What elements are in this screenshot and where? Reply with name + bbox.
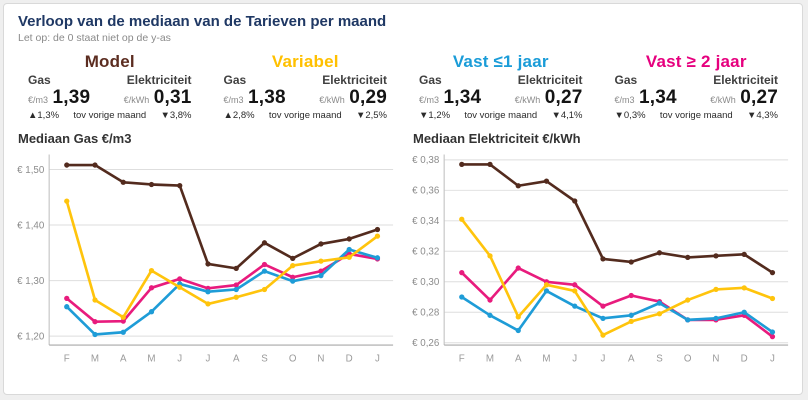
elektriciteit-value: 0,27 — [740, 87, 778, 108]
charts-row: Mediaan Gas €/m3 € 1,20 € 1,30 € 1,40 € 1,5… — [4, 121, 802, 375]
gas-unit: €/m3 — [419, 95, 440, 105]
change-caption: tov vorige maand — [464, 110, 538, 121]
gas-unit: €/m3 — [614, 95, 635, 105]
svg-text:F: F — [459, 354, 465, 365]
svg-text:M: M — [542, 354, 550, 365]
gas-unit: €/m3 — [28, 95, 49, 105]
svg-text:€ 0,38: € 0,38 — [412, 155, 439, 166]
svg-text:D: D — [346, 354, 353, 365]
elektriciteit-value: 0,29 — [349, 87, 387, 108]
gas-change-badge: ▼0,3% — [614, 110, 646, 121]
gas-value: 1,38 — [247, 87, 286, 108]
kpi-title: Vast ≤1 jaar — [452, 52, 549, 71]
svg-text:A: A — [120, 354, 127, 365]
elektriciteit-change-badge: ▼4,3% — [746, 110, 778, 121]
elektriciteit-unit: €/kWh — [319, 95, 345, 105]
elektriciteit-unit: €/kWh — [710, 95, 736, 105]
svg-text:J: J — [177, 354, 182, 365]
svg-text:M: M — [91, 354, 99, 365]
svg-text:€ 0,28: € 0,28 — [412, 308, 439, 319]
svg-text:O: O — [684, 354, 692, 365]
elektriciteit-unit: €/kWh — [514, 95, 541, 105]
change-caption: tov vorige maand — [73, 110, 147, 121]
gas-value: 1,39 — [52, 87, 91, 108]
kpi-title: Model — [84, 52, 135, 71]
elektriciteit-value: 0,31 — [153, 87, 192, 108]
change-caption: tov vorige maand — [659, 110, 733, 121]
svg-text:€ 1,50: € 1,50 — [17, 165, 45, 176]
page-title: Verloop van de mediaan van de Tarieven p… — [18, 13, 387, 30]
svg-text:€ 0,36: € 0,36 — [412, 186, 439, 197]
gas-label: Gas — [614, 73, 638, 87]
svg-text:A: A — [628, 354, 635, 365]
svg-text:€ 0,34: € 0,34 — [412, 216, 440, 227]
svg-text:S: S — [656, 354, 663, 365]
elektriciteit-value: 0,27 — [544, 87, 583, 108]
svg-text:D: D — [741, 354, 748, 365]
gas-line-chart[interactable]: € 1,20 € 1,30 € 1,40 € 1,50 F M A M J J A S O N D J — [14, 147, 397, 375]
svg-text:€ 0,30: € 0,30 — [412, 277, 440, 288]
gas-change-badge: ▲2,8% — [223, 110, 255, 121]
change-caption: tov vorige maand — [268, 110, 342, 121]
elektriciteit-chart-section: Mediaan Elektriciteit €/kWh € 0,26 € 0,28… — [403, 125, 798, 375]
svg-text:M: M — [486, 354, 494, 365]
kpi-card-vast-2-jaar: Vast ≥ 2 jaar Gas €/m3 1,34 Elektricitei… — [599, 52, 795, 121]
kpi-title: Vast ≥ 2 jaar — [645, 52, 747, 71]
elektriciteit-label: Elektriciteit — [126, 73, 192, 87]
gas-change-badge: ▼1,2% — [419, 110, 451, 121]
gas-chart-title: Mediaan Gas €/m3 — [18, 131, 132, 146]
page-subtitle: Let op: de 0 staat niet op de y-as — [18, 32, 171, 44]
svg-text:€ 0,32: € 0,32 — [412, 247, 439, 258]
svg-text:J: J — [206, 354, 211, 365]
elektriciteit-label: Elektriciteit — [517, 73, 583, 87]
kpi-card-model: Model Gas €/m3 1,39 Elektriciteit €/kWh … — [12, 52, 208, 121]
gas-value: 1,34 — [638, 87, 677, 108]
svg-text:N: N — [317, 354, 324, 365]
svg-text:J: J — [770, 354, 775, 365]
svg-text:J: J — [601, 354, 606, 365]
svg-text:€ 1,30: € 1,30 — [17, 276, 45, 287]
svg-text:N: N — [712, 354, 719, 365]
elektriciteit-chart-title: Mediaan Elektriciteit €/kWh — [413, 131, 581, 146]
gas-label: Gas — [223, 73, 247, 87]
svg-text:€ 0,26: € 0,26 — [412, 338, 439, 349]
header: Verloop van de mediaan van de Tarieven p… — [4, 4, 802, 44]
svg-text:S: S — [261, 354, 268, 365]
elektriciteit-change-badge: ▼4,1% — [551, 110, 583, 121]
kpi-title: Variabel — [271, 52, 339, 71]
elektriciteit-label: Elektriciteit — [713, 73, 778, 87]
gas-value: 1,34 — [443, 87, 482, 108]
svg-text:J: J — [375, 354, 380, 365]
svg-text:€ 1,20: € 1,20 — [17, 332, 45, 343]
elektriciteit-change-badge: ▼2,5% — [355, 110, 387, 121]
svg-text:O: O — [289, 354, 297, 365]
elektriciteit-change-badge: ▼3,8% — [160, 110, 192, 121]
gas-change-badge: ▲1,3% — [28, 110, 60, 121]
kpi-card-vast-1-jaar: Vast ≤1 jaar Gas €/m3 1,34 Elektriciteit… — [403, 52, 599, 121]
dashboard-card: Verloop van de mediaan van de Tarieven p… — [3, 3, 803, 395]
svg-text:€ 1,40: € 1,40 — [17, 220, 45, 231]
svg-text:M: M — [147, 354, 155, 365]
gas-unit: €/m3 — [223, 95, 244, 105]
elektriciteit-line-chart[interactable]: € 0,26 € 0,28 € 0,30 € 0,32 € 0,34 € 0,36 € 0,… — [409, 147, 792, 375]
svg-text:F: F — [64, 354, 70, 365]
elektriciteit-label: Elektriciteit — [322, 73, 387, 87]
gas-chart-section: Mediaan Gas €/m3 € 1,20 € 1,30 € 1,40 € 1,5… — [8, 125, 403, 375]
svg-text:A: A — [233, 354, 240, 365]
svg-text:A: A — [515, 354, 522, 365]
kpi-row: Model Gas €/m3 1,39 Elektriciteit €/kWh … — [4, 44, 802, 121]
gas-label: Gas — [419, 73, 442, 87]
kpi-card-variabel: Variabel Gas €/m3 1,38 Elektriciteit €/k… — [208, 52, 404, 121]
gas-label: Gas — [28, 73, 51, 87]
elektriciteit-unit: €/kWh — [123, 95, 150, 105]
svg-text:J: J — [572, 354, 577, 365]
